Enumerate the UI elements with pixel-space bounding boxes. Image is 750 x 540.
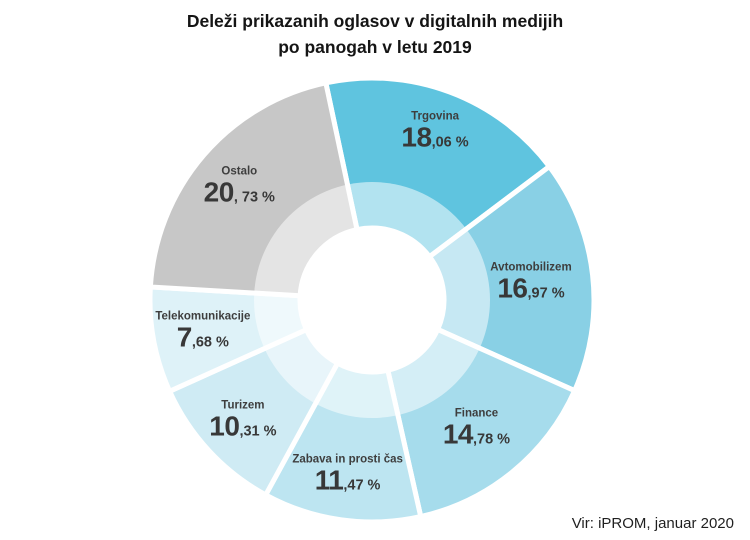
source-caption: Vir: iPROM, januar 2020 bbox=[571, 515, 734, 532]
chart-title-line2: po panogah v letu 2019 bbox=[278, 37, 472, 58]
donut-hole bbox=[299, 227, 445, 373]
chart-title: Deleži prikazanih oglasov v digitalnih m… bbox=[0, 8, 750, 61]
chart-title-line1: Deleži prikazanih oglasov v digitalnih m… bbox=[186, 11, 564, 31]
